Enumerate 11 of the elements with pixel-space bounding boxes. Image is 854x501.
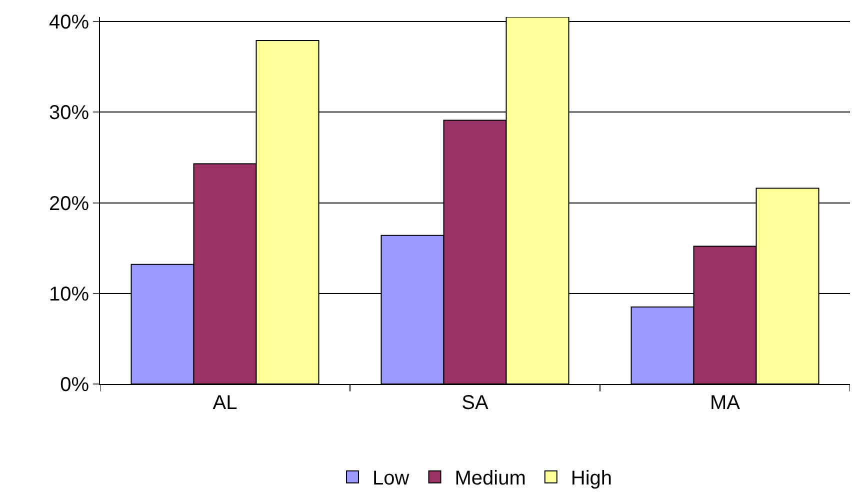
y-tick-label: 20%: [48, 192, 90, 215]
x-tick-label: MA: [710, 392, 741, 414]
y-tick-label: 0%: [60, 374, 90, 396]
x-tick-label: SA: [462, 392, 489, 414]
legend-label: Medium: [454, 468, 526, 490]
y-tick-label: 30%: [48, 102, 90, 124]
y-tick-label: 10%: [48, 283, 90, 306]
y-tick-label: 40%: [48, 12, 90, 34]
legend-label: Low: [372, 468, 410, 490]
x-tick-label: AL: [212, 392, 238, 414]
legend-label: High: [570, 468, 612, 490]
